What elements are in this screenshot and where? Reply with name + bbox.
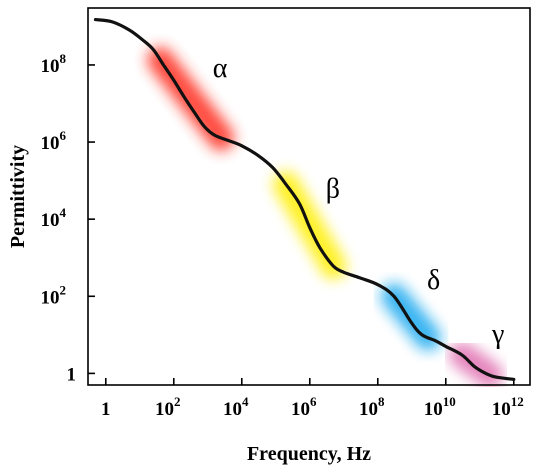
x-tick-label-1: 102 bbox=[155, 394, 181, 420]
region-label-4: γ bbox=[491, 319, 504, 350]
x-tick-label-0: 1 bbox=[101, 399, 111, 420]
x-tick-label-5: 1010 bbox=[424, 394, 456, 420]
y-tick-label-0: 1 bbox=[67, 364, 77, 385]
y-tick-label-3: 106 bbox=[41, 128, 67, 154]
region-label-1: α bbox=[213, 53, 228, 84]
y-tick-label-2: 104 bbox=[41, 205, 67, 231]
x-tick-label-3: 106 bbox=[291, 394, 317, 420]
region-label-2: β bbox=[326, 173, 340, 204]
x-tick-label-2: 104 bbox=[223, 394, 249, 420]
y-axis-title: Permittivity bbox=[7, 145, 29, 248]
dispersion-regions bbox=[147, 47, 504, 388]
permittivity-curve bbox=[93, 18, 516, 381]
x-axis-title: Frequency, Hz bbox=[247, 443, 371, 465]
axis-ticks: 1 102 104 106 108 1010 1012 1 102 104 106 108 bbox=[41, 51, 524, 420]
x-tick-label-4: 108 bbox=[359, 394, 385, 420]
x-tick-label-6: 1012 bbox=[492, 394, 524, 420]
region-label-3: δ bbox=[427, 265, 440, 296]
region-labels: α β δ γ bbox=[213, 53, 505, 350]
y-tick-label-1: 102 bbox=[41, 282, 67, 308]
y-tick-label-4: 108 bbox=[41, 51, 67, 77]
